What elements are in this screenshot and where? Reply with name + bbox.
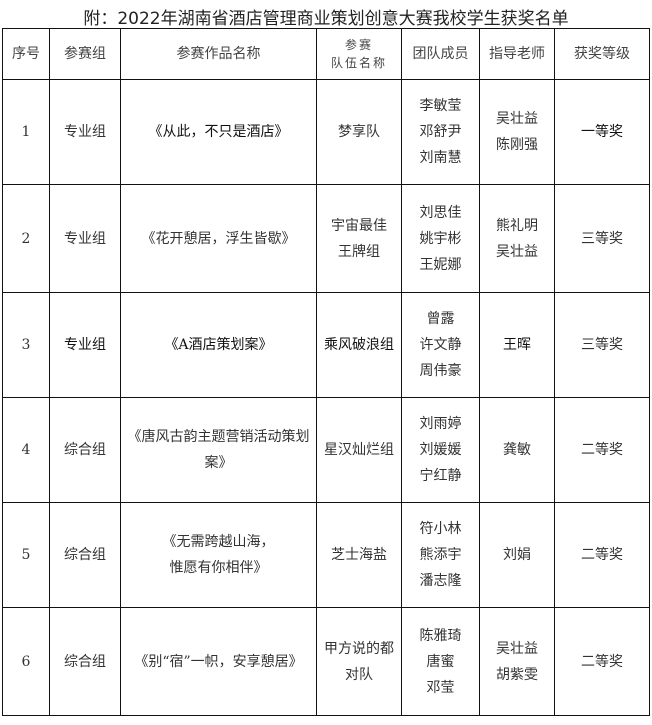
cell-no: 4 [2, 397, 50, 503]
table-row: 5 综合组 《无需跨越山海， 惟愿有你相伴》 芝士海盐 符小林 熊添宇 潘志隆 … [2, 502, 650, 608]
cell-members: 刘雨婷 刘媛媛 宁红静 [401, 397, 480, 503]
cell-award: 二等奖 [554, 502, 650, 608]
cell-no: 1 [2, 79, 50, 185]
cell-team: 宇宙最佳 王牌组 [316, 184, 402, 293]
cell-group: 综合组 [49, 502, 121, 608]
cell-group: 专业组 [49, 292, 121, 398]
cell-no: 3 [2, 292, 50, 398]
header-advisors: 指导老师 [479, 28, 555, 80]
table-row: 6 综合组 《别“宿”一帜，安享憩居》 甲方说的都对队 陈雅琦 唐蜜 邓莹 吴壮… [2, 607, 650, 716]
cell-work: 《别“宿”一帜，安享憩居》 [120, 607, 317, 716]
cell-work: 《A酒店策划案》 [120, 292, 317, 398]
cell-team: 乘风破浪组 [316, 292, 402, 398]
table-row: 2 专业组 《花开憩居，浮生皆歇》 宇宙最佳 王牌组 刘思佳 姚宇彬 王妮娜 熊… [2, 184, 650, 293]
cell-advisors: 龚敏 [479, 397, 555, 503]
cell-award: 二等奖 [554, 397, 650, 503]
table-row: 3 专业组 《A酒店策划案》 乘风破浪组 曾露 许文静 周伟豪 王晖 三等奖 [2, 292, 650, 398]
header-work: 参赛作品名称 [120, 28, 317, 80]
document-title: 附：2022年湖南省酒店管理商业策划创意大赛我校学生获奖名单 [83, 9, 569, 29]
cell-members: 李敏莹 邓舒尹 刘南慧 [401, 79, 480, 185]
cell-advisors: 熊礼明 吴壮益 [479, 184, 555, 293]
cell-work: 《花开憩居，浮生皆歇》 [120, 184, 317, 293]
cell-award: 二等奖 [554, 607, 650, 716]
header-team: 参赛 队伍名称 [316, 28, 402, 80]
header-no: 序号 [2, 28, 50, 80]
cell-award: 三等奖 [554, 184, 650, 293]
header-award: 获奖等级 [554, 28, 650, 80]
award-table: 序号 参赛组 参赛作品名称 参赛 队伍名称 团队成员 指导老师 获奖等级 1 专… [2, 28, 650, 716]
cell-team: 梦享队 [316, 79, 402, 185]
cell-award: 一等奖 [554, 79, 650, 185]
cell-no: 5 [2, 502, 50, 608]
cell-advisors: 刘娟 [479, 502, 555, 608]
cell-work: 《从此，不只是酒店》 [120, 79, 317, 185]
table-row: 1 专业组 《从此，不只是酒店》 梦享队 李敏莹 邓舒尹 刘南慧 吴壮益 陈刚强… [2, 79, 650, 185]
header-members: 团队成员 [401, 28, 480, 80]
cell-team: 芝士海盐 [316, 502, 402, 608]
cell-advisors: 王晖 [479, 292, 555, 398]
cell-members: 符小林 熊添宇 潘志隆 [401, 502, 480, 608]
cell-no: 2 [2, 184, 50, 293]
cell-group: 综合组 [49, 397, 121, 503]
cell-work: 《无需跨越山海， 惟愿有你相伴》 [120, 502, 317, 608]
cell-group: 综合组 [49, 607, 121, 716]
table-header-row: 序号 参赛组 参赛作品名称 参赛 队伍名称 团队成员 指导老师 获奖等级 [2, 28, 650, 80]
cell-members: 曾露 许文静 周伟豪 [401, 292, 480, 398]
cell-team: 甲方说的都对队 [316, 607, 402, 716]
cell-no: 6 [2, 607, 50, 716]
cell-group: 专业组 [49, 79, 121, 185]
cell-members: 刘思佳 姚宇彬 王妮娜 [401, 184, 480, 293]
header-group: 参赛组 [49, 28, 121, 80]
cell-advisors: 吴壮益 胡紫雯 [479, 607, 555, 716]
table-row: 4 综合组 《唐风古韵主题营销活动策划案》 星汉灿烂组 刘雨婷 刘媛媛 宁红静 … [2, 397, 650, 503]
cell-team: 星汉灿烂组 [316, 397, 402, 503]
cell-group: 专业组 [49, 184, 121, 293]
cell-advisors: 吴壮益 陈刚强 [479, 79, 555, 185]
cell-members: 陈雅琦 唐蜜 邓莹 [401, 607, 480, 716]
cell-work: 《唐风古韵主题营销活动策划案》 [120, 397, 317, 503]
cell-award: 三等奖 [554, 292, 650, 398]
